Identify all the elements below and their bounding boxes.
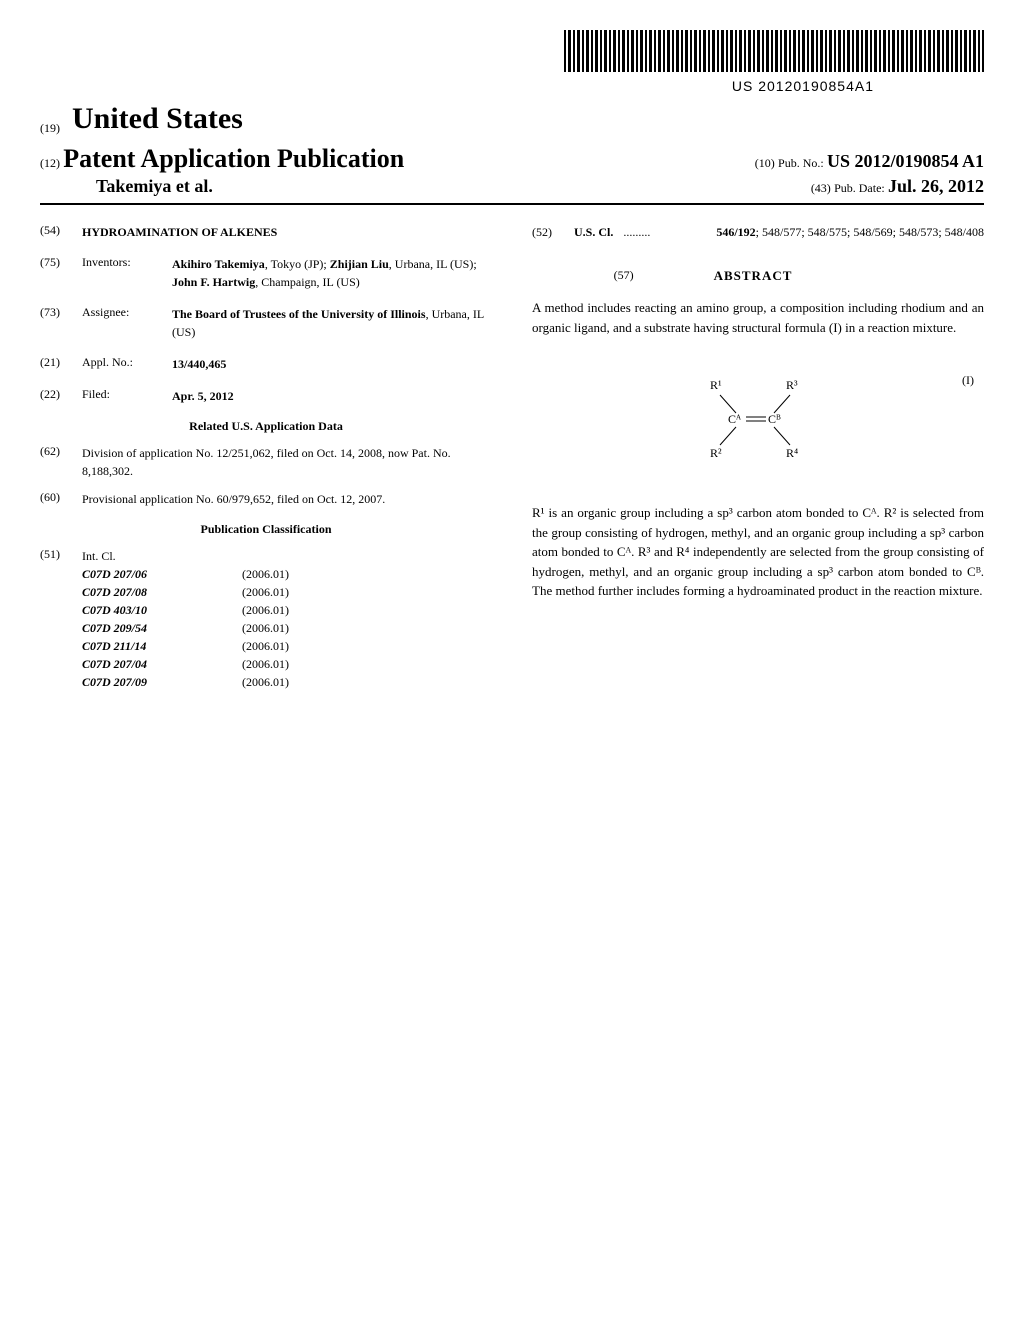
left-column: (54) HYDROAMINATION OF ALKENES (75) Inve… [40,223,492,701]
pubno-value: US 2012/0190854 A1 [827,151,984,171]
inventors-label: Inventors: [82,255,172,291]
authors-line: Takemiya et al. [40,176,213,197]
invention-title: HYDROAMINATION OF ALKENES [82,223,492,241]
abstract-header: (57) ABSTRACT [532,242,984,298]
barcode-number: US 20120190854A1 [40,78,984,94]
pub-left: (12) Patent Application Publication [40,144,404,174]
related-heading: Related U.S. Application Data [40,419,492,434]
intcl-row: C07D 403/10(2006.01) [82,601,482,619]
right-column: (52) U.S. Cl. ......... 546/192; 548/577… [532,223,984,701]
svg-text:Cᴬ: Cᴬ [728,412,742,426]
assignee-label: Assignee: [82,305,172,341]
field-21-num: (21) [40,355,82,373]
uscl-values: 546/192; 548/577; 548/575; 548/569; 548/… [716,223,984,242]
field-52-num: (52) [532,223,574,242]
intcl-table: C07D 207/06(2006.01) C07D 207/08(2006.01… [82,565,482,691]
division-entry: (62) Division of application No. 12/251,… [40,444,492,480]
formula-svg-icon: R¹ R³ Cᴬ Cᴮ R² R⁴ [678,373,838,463]
division-text: Division of application No. 12/251,062, … [82,444,492,480]
inventors-entry: (75) Inventors: Akihiro Takemiya, Tokyo … [40,255,492,291]
field-10-num: (10) [755,156,775,170]
filed-entry: (22) Filed: Apr. 5, 2012 [40,387,492,405]
field-51-num: (51) [40,547,82,691]
field-19-num: (19) [40,121,60,136]
intcl-row: C07D 207/06(2006.01) [82,565,482,583]
svg-text:R⁴: R⁴ [786,446,798,460]
intcl-label: Int. Cl. [82,547,482,565]
provisional-text: Provisional application No. 60/979,652, … [82,490,492,508]
abstract-p1: A method includes reacting an amino grou… [532,298,984,337]
filed-value: Apr. 5, 2012 [172,387,492,405]
field-60-num: (60) [40,490,82,508]
filed-label: Filed: [82,387,172,405]
field-22-num: (22) [40,387,82,405]
provisional-entry: (60) Provisional application No. 60/979,… [40,490,492,508]
pubdate-value: Jul. 26, 2012 [888,176,984,196]
uscl-label: U.S. Cl. [574,223,619,242]
uscl-entry: (52) U.S. Cl. ......... 546/192; 548/577… [532,223,984,242]
field-43-num: (43) [811,181,831,195]
applno-value: 13/440,465 [172,355,492,373]
field-73-num: (73) [40,305,82,341]
assignee-entry: (73) Assignee: The Board of Trustees of … [40,305,492,341]
svg-text:Cᴮ: Cᴮ [768,412,781,426]
two-column-body: (54) HYDROAMINATION OF ALKENES (75) Inve… [40,223,984,701]
field-54-num: (54) [40,223,82,241]
field-57-num: (57) [614,268,634,298]
abstract-heading: ABSTRACT [714,268,793,284]
intcl-row: C07D 207/08(2006.01) [82,583,482,601]
field-75-num: (75) [40,255,82,291]
author-row: Takemiya et al. (43) Pub. Date: Jul. 26,… [40,176,984,205]
intcl-entry: (51) Int. Cl. C07D 207/06(2006.01) C07D … [40,547,492,691]
pub-title: Patent Application Publication [63,144,404,173]
svg-text:R²: R² [710,446,722,460]
pubdate-label: Pub. Date: [834,181,885,195]
intcl-row: C07D 207/09(2006.01) [82,673,482,691]
formula-label: (I) [962,373,974,388]
intcl-row: C07D 207/04(2006.01) [82,655,482,673]
inventors-value: Akihiro Takemiya, Tokyo (JP); Zhijian Li… [172,255,492,291]
pub-right: (10) Pub. No.: US 2012/0190854 A1 [755,151,984,172]
intcl-row: C07D 211/14(2006.01) [82,637,482,655]
barcode-graphic [564,30,984,72]
pubno-label: Pub. No.: [778,156,824,170]
assignee-value: The Board of Trustees of the University … [172,305,492,341]
svg-text:R³: R³ [786,378,798,392]
applno-entry: (21) Appl. No.: 13/440,465 [40,355,492,373]
intcl-row: C07D 209/54(2006.01) [82,619,482,637]
pubdate: (43) Pub. Date: Jul. 26, 2012 [811,176,984,197]
header-us: (19) United States [40,102,984,136]
intcl-block: Int. Cl. C07D 207/06(2006.01) C07D 207/0… [82,547,492,691]
field-62-num: (62) [40,444,82,480]
abstract-p2: R¹ is an organic group including a sp³ c… [532,503,984,601]
united-states-title: United States [72,102,243,136]
title-entry: (54) HYDROAMINATION OF ALKENES [40,223,492,241]
structural-formula: (I) R¹ R³ Cᴬ Cᴮ R² R⁴ [532,373,984,467]
field-12-num: (12) [40,156,60,170]
barcode-area: US 20120190854A1 [40,30,984,94]
svg-text:R¹: R¹ [710,378,722,392]
applno-label: Appl. No.: [82,355,172,373]
pubclass-heading: Publication Classification [40,522,492,537]
publication-row: (12) Patent Application Publication (10)… [40,144,984,174]
